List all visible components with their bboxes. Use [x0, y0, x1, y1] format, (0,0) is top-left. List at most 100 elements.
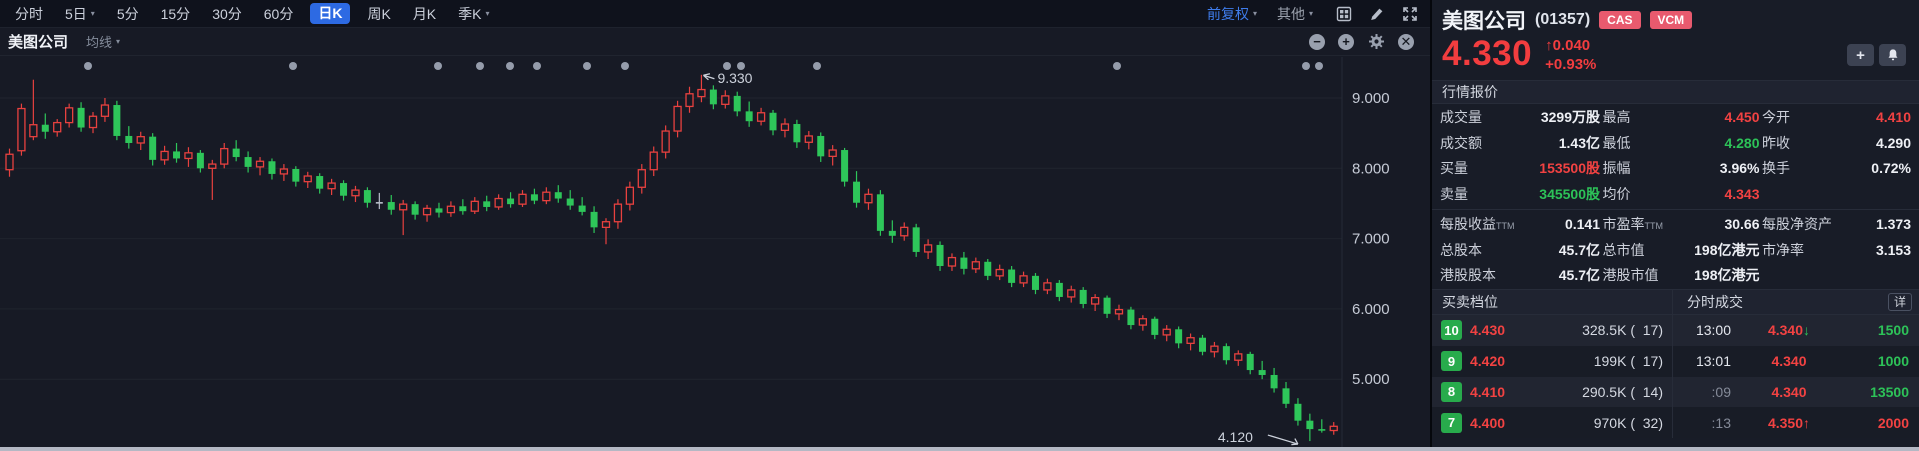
quote-row: 买量 153500股 振幅 3.96% 换手 0.72% [1440, 156, 1911, 182]
period-tab-日K[interactable]: 日K [310, 3, 351, 24]
quote-section-title: 行情报价 [1432, 79, 1919, 104]
price-change: ↑0.040 [1545, 37, 1591, 54]
trade-price: 4.340 [1771, 383, 1807, 400]
period-tab-分时[interactable]: 分时 [15, 5, 43, 22]
cas-badge: CAS [1599, 10, 1641, 30]
panel-header: 美图公司 (01357) CAS VCM 4.330 ↑0.040 +0.93%… [1432, 0, 1919, 75]
quote-label: 今开 [1762, 109, 1790, 126]
quote-value: 153500股 [1539, 160, 1600, 177]
other-dropdown[interactable]: 其他 ▾ [1276, 5, 1313, 22]
time-sales-detail-button[interactable]: 详 [1887, 293, 1912, 311]
vcm-badge: VCM [1649, 10, 1693, 30]
quote-panel: 美图公司 (01357) CAS VCM 4.330 ↑0.040 +0.93%… [1430, 0, 1919, 451]
quote-row: 卖量 345500股 均价 4.343 [1440, 181, 1911, 207]
quote-row: 每股收益TTM 0.141 市盈率TTM 30.66 每股净资产 1.373 [1440, 212, 1911, 238]
quote-label: 港股股本 [1440, 267, 1496, 284]
trade-qty: 2000 [1877, 414, 1909, 431]
period-tab-60分[interactable]: 60分 [263, 5, 294, 22]
level-size: 970K ( 32) [1593, 414, 1663, 431]
period-tab-月K[interactable]: 月K [412, 5, 437, 22]
up-arrow-icon: ↑ [1803, 414, 1811, 431]
quote-cell: 均价 4.343 [1603, 184, 1760, 204]
quote-value: 45.7亿 [1558, 267, 1600, 284]
quote-value: 4.343 [1724, 185, 1760, 202]
quote-label: 每股收益TTM [1440, 216, 1515, 233]
quote-value: 4.280 [1724, 134, 1760, 151]
quote-cell: 买量 153500股 [1440, 158, 1600, 178]
layout-grid-icon[interactable] [1334, 4, 1354, 24]
quote-cell: 换手 0.72% [1762, 158, 1911, 178]
chart-region: 9.000 8.000 7.000 6.000 5.000 9.330 4.120 分时 5日… [0, 0, 1430, 451]
trade-price: 4.340 [1771, 353, 1807, 370]
quote-cell: 市净率 3.153 [1762, 240, 1911, 260]
quote-value: 3.96% [1719, 160, 1760, 177]
quote-cell: 总市值 198亿港元 [1603, 240, 1760, 260]
svg-text:6.000: 6.000 [1352, 301, 1390, 318]
bid-level-row[interactable]: 10 4.430 328.5K ( 17) [1432, 315, 1672, 346]
level-price: 4.410 [1470, 383, 1506, 400]
bid-ask-list: 10 4.430 328.5K ( 17) 9 4.420 199K ( 17) 8 4.41… [1432, 315, 1672, 438]
close-icon[interactable]: ✕ [1398, 33, 1414, 50]
svg-text:9.000: 9.000 [1352, 90, 1390, 107]
quote-label: 均价 [1602, 185, 1631, 202]
bid-level-row[interactable]: 7 4.400 970K ( 32) [1432, 407, 1672, 438]
time-sales-list: 13:00 4.340↓ 1500 13:01 4.340 1000:09 4.340 135… [1672, 315, 1919, 438]
level-price: 4.400 [1470, 414, 1506, 431]
quote-row: 总股本 45.7亿 总市值 198亿港元 市净率 3.153 [1440, 237, 1911, 263]
quote-cell: 港股股本 45.7亿 [1440, 265, 1600, 285]
chart-stock-name: 美图公司 [8, 34, 69, 51]
quote-label: 总股本 [1440, 241, 1482, 258]
quote-cell: 总股本 45.7亿 [1440, 240, 1600, 260]
quote-label: 昨收 [1762, 134, 1790, 151]
quote-label: 市盈率TTM [1602, 216, 1664, 233]
chart-controls: − + ✕ [1309, 33, 1430, 51]
chevron-down-icon: ▾ [485, 8, 490, 18]
draw-brush-icon[interactable] [1367, 4, 1387, 24]
bid-level-row[interactable]: 9 4.420 199K ( 17) [1432, 345, 1672, 377]
trade-time: 13:00 [1695, 322, 1731, 339]
bottom-section-headers: 买卖档位 分时成交 详 [1432, 289, 1919, 315]
candlestick-chart[interactable]: 9.000 8.000 7.000 6.000 5.000 9.330 4.120 [0, 0, 1430, 451]
bid-level-row[interactable]: 8 4.410 290.5K ( 14) [1432, 376, 1672, 408]
fundamental-grid: 每股收益TTM 0.141 市盈率TTM 30.66 每股净资产 1.373 总股本 45.7… [1432, 211, 1919, 290]
fullscreen-icon[interactable] [1400, 4, 1420, 24]
quote-cell: 成交量 3299万股 [1440, 107, 1600, 127]
quote-value: 198亿港元 [1694, 267, 1760, 284]
quote-label: 振幅 [1602, 160, 1631, 177]
quote-value: 1.373 [1875, 216, 1911, 233]
quote-value: 30.66 [1724, 216, 1760, 233]
horizontal-scrollbar[interactable] [0, 447, 1919, 451]
quote-cell: 最高 4.450 [1603, 107, 1760, 127]
quote-value: 0.141 [1564, 216, 1600, 233]
quote-label: 每股净资产 [1762, 216, 1832, 233]
trade-qty: 1500 [1877, 322, 1909, 339]
period-tab-15分[interactable]: 15分 [160, 5, 191, 22]
price-change-pct: +0.93% [1545, 55, 1597, 73]
level-badge: 8 [1441, 381, 1462, 402]
trade-qty: 13500 [1870, 383, 1909, 400]
price-alert-bell-button[interactable] [1879, 44, 1906, 66]
settings-gear-icon[interactable] [1367, 33, 1385, 51]
zoom-out-icon[interactable]: − [1309, 33, 1325, 50]
period-tab-5分[interactable]: 5分 [116, 5, 139, 22]
period-tab-季K[interactable]: 季K ▾ [447, 0, 500, 28]
period-tab-30分[interactable]: 30分 [212, 5, 242, 22]
zoom-in-icon[interactable]: + [1338, 33, 1354, 50]
adjust-mode-dropdown[interactable]: 前复权 ▾ [1206, 5, 1257, 22]
stock-code: (01357) [1535, 11, 1591, 28]
ma-overlay-dropdown[interactable]: 均线 ▾ [86, 35, 121, 50]
quote-value: 0.72% [1871, 160, 1911, 177]
quote-value: 3299万股 [1540, 109, 1600, 126]
add-to-watchlist-button[interactable]: + [1847, 44, 1874, 66]
svg-text:4.120: 4.120 [1218, 429, 1253, 445]
time-sales-row: 13:00 4.340↓ 1500 [1673, 315, 1919, 346]
period-tab-周K[interactable]: 周K [367, 5, 391, 22]
last-price: 4.330 [1442, 34, 1533, 73]
level-size: 290.5K ( 14) [1582, 383, 1663, 400]
toolbar-right-controls: 前复权 ▾ 其他 ▾ [1199, 4, 1430, 24]
trade-time: :13 [1711, 414, 1731, 431]
trade-time: :09 [1711, 383, 1731, 400]
quote-value: 45.7亿 [1558, 241, 1600, 258]
period-tab-5日[interactable]: 5日 ▾ [54, 0, 106, 28]
